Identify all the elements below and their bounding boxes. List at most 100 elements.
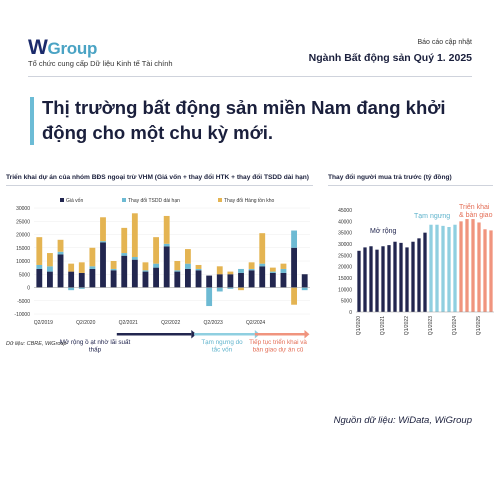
phase-label-dark: Mở rộng [370, 227, 396, 235]
headline-accent-bar [30, 97, 34, 145]
bar-segment [195, 270, 202, 288]
y-tick-label: 25000 [338, 253, 352, 259]
bar [405, 247, 409, 312]
bar-segment [57, 251, 64, 255]
bar-segment [291, 287, 297, 305]
bar-segment [248, 270, 255, 288]
phase-label-late: Triển khai & bàn giao [459, 203, 493, 219]
y-tick-label: 10000 [338, 287, 352, 293]
y-tick-label: 5000 [19, 272, 30, 278]
logo-w: W [28, 36, 48, 59]
bar-segment [36, 237, 43, 265]
bar-segment [78, 287, 85, 289]
y-tick-label: -10000 [14, 312, 30, 318]
bar [489, 230, 493, 312]
x-tick-label: Q2/2019 [34, 320, 53, 326]
bar-segment [100, 242, 106, 288]
bar-segment [110, 261, 117, 269]
logo-text: Group [47, 39, 98, 58]
bar [393, 241, 397, 312]
bar-segment [259, 233, 266, 264]
bar-segment [174, 261, 181, 271]
x-tick-label: Q2/2024 [246, 320, 265, 326]
bar-segment [68, 271, 75, 288]
bar-segment [185, 263, 191, 269]
bar [357, 250, 361, 312]
bar [483, 229, 487, 312]
chart2-title: Thay đổi người mua trả trước (tỷ đồng) [328, 174, 452, 181]
y-tick-label: 40000 [338, 219, 352, 225]
brand-tagline: Tổ chức cung cấp Dữ liệu Kinh tế Tài chí… [28, 59, 173, 68]
bar [477, 222, 481, 312]
bar-segment [216, 266, 223, 275]
x-tick-label: Q2/2023 [204, 320, 223, 326]
bar [423, 232, 427, 312]
bar-segment [301, 274, 308, 288]
x-tick-label: Q2/2020 [76, 320, 95, 326]
bar-segment [238, 268, 244, 273]
chart1-title: Triển khai dự án của nhóm BĐS ngoại trừ … [6, 174, 310, 181]
legend-label: Thay đổi Hàng tồn kho [224, 197, 275, 204]
bar-segment [269, 267, 276, 272]
bar-segment [89, 268, 96, 288]
bar-segment [47, 271, 53, 288]
bar-segment [68, 263, 75, 272]
y-tick-label: 30000 [338, 242, 352, 248]
legend-swatch [122, 198, 126, 202]
bar [417, 238, 421, 312]
phase-arrow-late [304, 330, 310, 339]
x-tick-label: Q1/2024 [452, 316, 458, 335]
legend-label: Thay đổi TSDD dài hạn [128, 197, 180, 204]
bar-segment [195, 268, 202, 271]
bar-segment [238, 287, 244, 291]
brand-logo: WGroup [28, 36, 97, 60]
y-tick-label: 20000 [338, 265, 352, 271]
bar-segment [248, 262, 255, 269]
x-tick-label: Q2/2021 [119, 320, 138, 326]
bar-segment [291, 230, 297, 248]
bar-segment [206, 287, 213, 307]
source-left: Dữ liệu: CBRE, WiGroup [6, 341, 67, 347]
chart2-title-rule [328, 185, 493, 186]
x-tick-label: Q2/2022 [161, 320, 180, 326]
bar-segment [163, 243, 170, 247]
x-tick-label: Q1/2023 [428, 316, 434, 335]
y-tick-label: 20000 [16, 233, 30, 239]
source-right: Nguồn dữ liệu: WiData, WiGroup [333, 415, 472, 426]
bar-segment [89, 247, 96, 267]
bar [411, 241, 415, 312]
bar [375, 249, 379, 312]
y-tick-label: 5000 [341, 299, 352, 305]
bar-segment [36, 264, 43, 269]
bar-segment [110, 268, 117, 271]
bar [399, 242, 403, 312]
bar [459, 221, 463, 312]
bar-segment [57, 239, 64, 252]
bar [387, 245, 391, 312]
phase-label-mid: Tạm ngưng [414, 213, 450, 220]
bar-segment [131, 213, 138, 258]
bar-segment [280, 263, 287, 269]
y-tick-label: 30000 [16, 206, 30, 212]
bar-segment [259, 266, 266, 288]
bar-segment [68, 287, 75, 291]
bar-segment [100, 241, 106, 243]
phase-bar-mid [194, 333, 255, 336]
bar-segment [291, 247, 297, 288]
bar [471, 219, 475, 312]
chart1-title-rule [6, 185, 313, 186]
bar-segment [57, 254, 64, 288]
bar-segment [121, 227, 128, 254]
bar-segment [301, 287, 308, 291]
bar [429, 224, 433, 312]
phase-label-late: Tiếp tục triển khai và bàn giao dự án cũ [249, 337, 307, 354]
phase-bar-dark [116, 333, 192, 336]
bar-segment [153, 263, 159, 268]
y-tick-label: 15000 [16, 246, 30, 252]
legend-swatch [218, 198, 222, 202]
headline: Thị trường bất động sản miền Nam đang kh… [42, 97, 446, 143]
bar-segment [248, 268, 255, 271]
y-tick-label: -5000 [17, 299, 30, 305]
bar [435, 224, 439, 312]
bar-segment [280, 272, 287, 288]
